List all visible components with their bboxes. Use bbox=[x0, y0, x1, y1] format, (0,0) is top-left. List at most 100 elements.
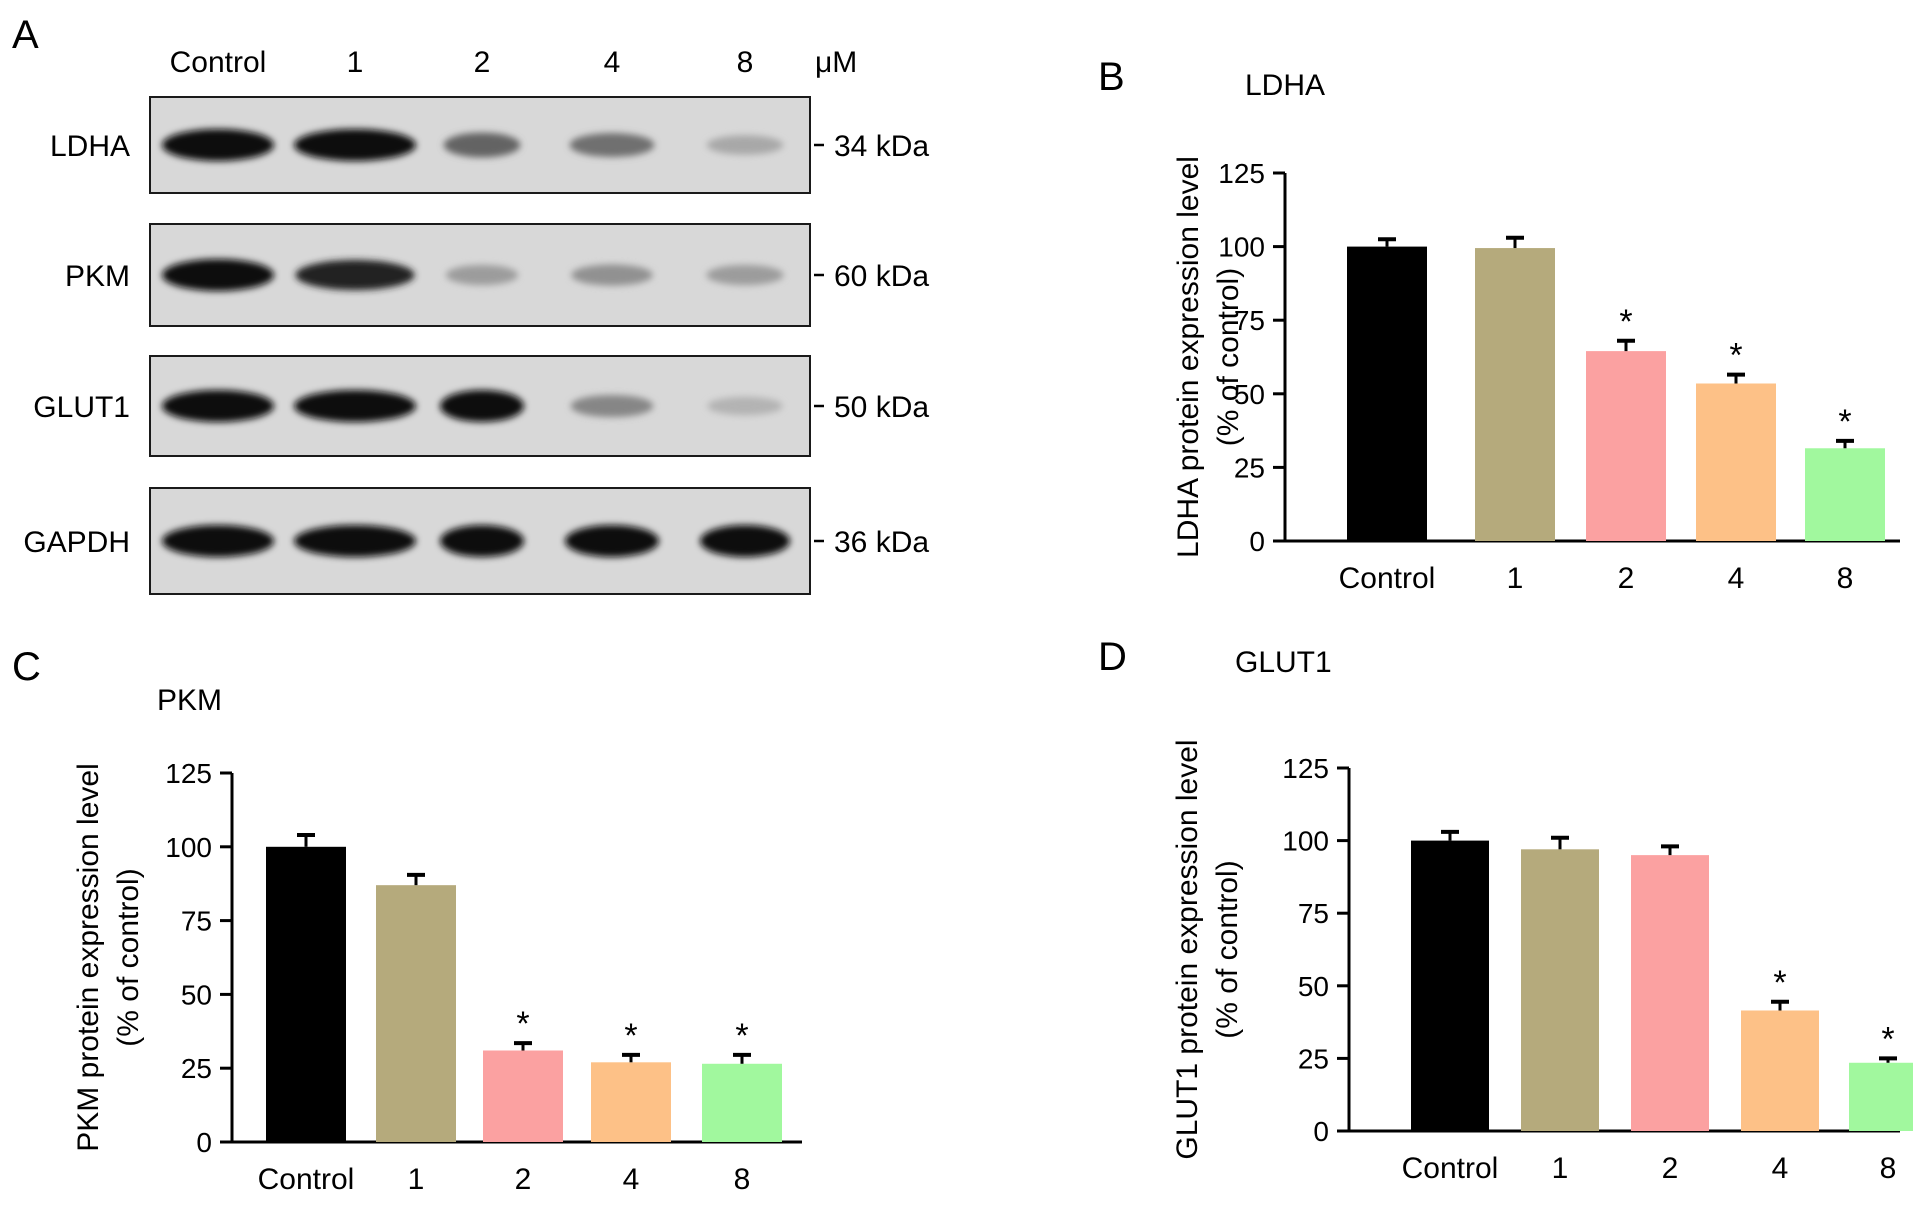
blot-band bbox=[162, 259, 274, 291]
x-tick-label: Control bbox=[1402, 1152, 1499, 1185]
x-tick-label: 2 bbox=[515, 1163, 532, 1196]
protein-label: LDHA bbox=[50, 130, 130, 163]
bar bbox=[1475, 248, 1555, 541]
y-tick-label: 0 bbox=[196, 1127, 212, 1158]
bar bbox=[1521, 849, 1599, 1131]
significance-marker: * bbox=[735, 1017, 748, 1055]
blot-band bbox=[162, 525, 274, 557]
blot-band bbox=[440, 525, 524, 557]
significance-marker: * bbox=[1619, 303, 1632, 341]
blot-band bbox=[443, 132, 521, 158]
x-tick-label: Control bbox=[1339, 562, 1436, 595]
significance-marker: * bbox=[1773, 964, 1786, 1002]
significance-marker: * bbox=[1838, 403, 1851, 441]
y-tick-label: 100 bbox=[1218, 232, 1265, 263]
y-axis-label-units: (% of control) bbox=[1212, 268, 1245, 446]
pkm-bar-chart: PKM PKM protein expression level (% of con… bbox=[72, 684, 802, 1196]
x-tick-label: Control bbox=[258, 1163, 355, 1196]
blot-band bbox=[295, 259, 415, 291]
y-tick-label: 75 bbox=[1234, 305, 1265, 336]
y-axis-label: LDHA protein expression level bbox=[1172, 156, 1205, 558]
bar bbox=[702, 1063, 782, 1142]
blot-band bbox=[570, 394, 654, 418]
bar bbox=[1741, 1010, 1819, 1131]
bar bbox=[1347, 246, 1427, 541]
blot-band bbox=[706, 135, 784, 155]
blot-band bbox=[707, 396, 783, 416]
y-tick-label: 25 bbox=[1234, 452, 1265, 483]
bar bbox=[483, 1050, 563, 1142]
x-tick-label: 8 bbox=[1837, 562, 1854, 595]
y-tick-label: 50 bbox=[1234, 379, 1265, 410]
significance-marker: * bbox=[624, 1017, 637, 1055]
blot-band bbox=[571, 264, 653, 286]
x-tick-label: 2 bbox=[1618, 562, 1635, 595]
y-tick-label: 125 bbox=[165, 758, 212, 789]
x-tick-label: 2 bbox=[1662, 1152, 1679, 1185]
blot-row-pkm: PKM 60 kDa bbox=[65, 223, 929, 327]
western-blot-panel: A μM Control 1 2 4 8 LDHA 34 kDa PKM 60 kDa GLUT… bbox=[12, 13, 929, 595]
panel-label-b: B bbox=[1098, 55, 1125, 99]
y-tick-label: 25 bbox=[1298, 1043, 1329, 1074]
y-tick-label: 100 bbox=[1282, 826, 1329, 857]
panel-label-d: D bbox=[1098, 635, 1127, 679]
blot-rows: LDHA 34 kDa PKM 60 kDa GLUT1 50 kDa GAPDH 36 kD… bbox=[23, 96, 929, 595]
molecular-weight-label: 36 kDa bbox=[834, 526, 929, 559]
lane-label: 2 bbox=[474, 46, 491, 79]
y-tick-label: 0 bbox=[1249, 526, 1265, 557]
y-tick-label: 75 bbox=[181, 906, 212, 937]
significance-marker: * bbox=[516, 1005, 529, 1043]
blot-row-ldha: LDHA 34 kDa bbox=[50, 96, 929, 194]
blot-band bbox=[162, 390, 274, 422]
chart-title: PKM bbox=[157, 684, 222, 717]
protein-label: GLUT1 bbox=[33, 391, 130, 424]
blot-band bbox=[706, 264, 784, 286]
y-tick-label: 125 bbox=[1218, 158, 1265, 189]
y-tick-label: 25 bbox=[181, 1053, 212, 1084]
y-axis-label: PKM protein expression level bbox=[72, 763, 105, 1152]
protein-label: GAPDH bbox=[23, 526, 130, 559]
x-tick-label: 1 bbox=[1552, 1152, 1569, 1185]
bar bbox=[1631, 855, 1709, 1131]
panel-label-c: C bbox=[12, 645, 41, 689]
protein-label: PKM bbox=[65, 260, 130, 293]
molecular-weight-label: 34 kDa bbox=[834, 130, 929, 163]
bar bbox=[591, 1062, 671, 1142]
y-tick-label: 50 bbox=[181, 979, 212, 1010]
x-tick-label: 4 bbox=[623, 1163, 640, 1196]
blot-band bbox=[569, 133, 655, 157]
lane-label: Control bbox=[170, 46, 267, 79]
significance-marker: * bbox=[1729, 337, 1742, 375]
lane-label: 8 bbox=[737, 46, 754, 79]
blot-band bbox=[440, 390, 524, 422]
blot-band bbox=[294, 525, 416, 557]
x-tick-label: 8 bbox=[1880, 1152, 1897, 1185]
bar bbox=[1849, 1062, 1913, 1131]
lane-label: 1 bbox=[347, 46, 364, 79]
x-tick-label: 1 bbox=[408, 1163, 425, 1196]
molecular-weight-label: 50 kDa bbox=[834, 391, 929, 424]
x-tick-label: 4 bbox=[1728, 562, 1745, 595]
chart-title: GLUT1 bbox=[1235, 646, 1332, 679]
y-tick-label: 0 bbox=[1313, 1116, 1329, 1147]
y-tick-label: 75 bbox=[1298, 898, 1329, 929]
lane-label: 4 bbox=[604, 46, 621, 79]
bar bbox=[266, 846, 346, 1142]
bar bbox=[376, 885, 456, 1142]
x-tick-label: 4 bbox=[1772, 1152, 1789, 1185]
bar bbox=[1411, 840, 1489, 1131]
lane-labels: Control 1 2 4 8 bbox=[170, 46, 754, 79]
blot-row-gapdh: GAPDH 36 kDa bbox=[23, 487, 929, 595]
significance-marker: * bbox=[1881, 1020, 1894, 1058]
panel-label-a: A bbox=[12, 13, 39, 57]
molecular-weight-label: 60 kDa bbox=[834, 260, 929, 293]
bar bbox=[1586, 351, 1666, 541]
blot-band bbox=[162, 129, 274, 161]
x-tick-label: 8 bbox=[734, 1163, 751, 1196]
y-tick-label: 125 bbox=[1282, 753, 1329, 784]
y-tick-label: 100 bbox=[165, 832, 212, 863]
blot-band bbox=[700, 525, 790, 557]
blot-band bbox=[294, 129, 416, 161]
y-axis-label-units: (% of control) bbox=[112, 868, 145, 1046]
